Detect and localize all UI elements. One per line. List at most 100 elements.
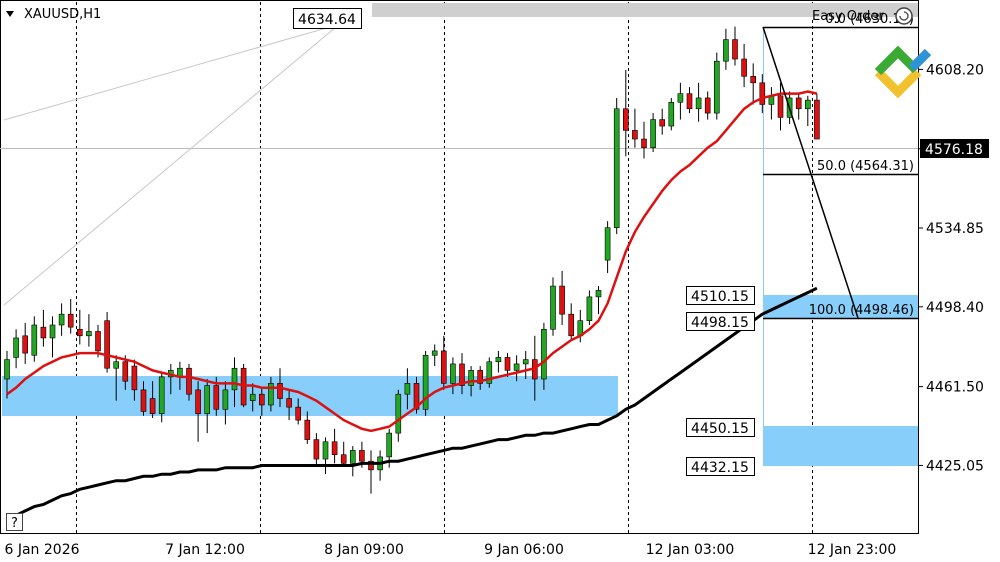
candle-body: [422, 354, 429, 410]
y-tick-label: 4425.05: [926, 458, 984, 474]
candle: [541, 322, 547, 390]
candle-body: [213, 385, 220, 410]
candle: [22, 322, 29, 364]
candle: [732, 26, 738, 66]
candle-body: [140, 389, 147, 412]
candle: [495, 350, 502, 373]
candle-body: [513, 363, 520, 371]
candle-body: [795, 97, 802, 110]
candle: [459, 353, 465, 395]
candle: [741, 43, 747, 88]
candle-body: [231, 367, 238, 391]
candle: [440, 335, 447, 390]
y-axis: 4608.204571.504534.854498.404461.504425.…: [918, 62, 984, 474]
candle: [550, 277, 556, 336]
candle-body: [641, 138, 647, 148]
candle: [104, 312, 110, 373]
candle-body: [322, 441, 329, 460]
candle: [13, 329, 19, 369]
candle: [304, 411, 311, 444]
candle-body: [541, 329, 547, 380]
x-axis: 6 Jan 2026 7 Jan 12:00 8 Jan 09:00 9 Jan 06…: [4, 542, 896, 558]
candle: [504, 353, 511, 377]
candle-body: [604, 227, 611, 261]
candle: [814, 93, 820, 140]
candle: [522, 350, 529, 380]
candle: [750, 63, 757, 105]
support-zone-left: [2, 376, 618, 416]
candle: [568, 303, 575, 341]
candle: [149, 381, 156, 418]
candle-body: [359, 450, 365, 462]
ma-slow-line: [6, 286, 818, 521]
svg-text:4432.15: 4432.15: [691, 460, 749, 476]
candle-body: [586, 296, 593, 321]
candle: [131, 359, 138, 401]
candle: [195, 381, 201, 442]
candle: [122, 355, 129, 390]
y-tick-label: 4534.85: [926, 221, 984, 237]
candle-body: [814, 99, 820, 140]
candle: [404, 368, 411, 410]
symbol-header[interactable]: XAUUSD,H1: [6, 7, 101, 22]
x-tick-label: 9 Jan 06:00: [484, 542, 564, 558]
candle: [759, 74, 766, 114]
candle-body: [149, 398, 156, 414]
svg-text:4634.64: 4634.64: [298, 12, 356, 28]
candle-body: [49, 324, 56, 339]
candle: [431, 344, 438, 367]
candle-body: [695, 97, 702, 110]
candle-body: [777, 95, 784, 118]
candle-body: [632, 130, 638, 140]
easy-order-icon[interactable]: [895, 7, 913, 25]
candle: [368, 450, 374, 494]
easy-order-label[interactable]: Easy Order: [812, 9, 884, 24]
symbol-dropdown-icon[interactable]: [6, 11, 14, 17]
candle-body: [495, 357, 502, 363]
candle: [49, 316, 56, 358]
candle: [322, 437, 329, 475]
fib-trendline: [762, 26, 859, 319]
candle-body: [313, 439, 320, 460]
trendline-faint-1: [3, 26, 331, 121]
candle-body: [650, 119, 656, 148]
help-button[interactable]: ?: [6, 513, 23, 532]
candle-body: [349, 450, 356, 464]
candle-body: [550, 285, 556, 330]
candle-body: [222, 389, 229, 410]
candle-body: [440, 350, 447, 384]
candle-body: [77, 329, 83, 337]
candle-body: [295, 406, 302, 421]
symbol-label: XAUUSD,H1: [24, 7, 101, 22]
y-tick-label: 4608.20: [926, 62, 984, 78]
candle-body: [741, 58, 747, 77]
trendline-faint-2: [3, 26, 337, 306]
candle: [486, 357, 493, 388]
svg-text:4576.18: 4576.18: [925, 142, 983, 158]
candle-body: [613, 108, 620, 228]
candle: [295, 398, 302, 425]
candle: [641, 121, 647, 159]
candle-body: [477, 370, 484, 384]
candle: [622, 69, 629, 157]
candle: [513, 355, 520, 382]
candle: [695, 82, 702, 122]
zone-box-4450: 4450.15: [686, 418, 755, 437]
brand-logo: [874, 45, 932, 99]
candle-body: [249, 393, 256, 401]
candle: [804, 95, 811, 127]
candle-body: [286, 398, 292, 408]
candle: [586, 290, 593, 325]
price-box-top: 4634.64: [293, 8, 362, 29]
candle-body: [268, 383, 274, 406]
candle: [650, 113, 656, 153]
candle: [795, 93, 802, 120]
svg-text:?: ?: [11, 516, 18, 531]
candle-body: [386, 432, 393, 458]
candle-body: [668, 101, 675, 127]
candle: [67, 299, 74, 334]
candle-body: [522, 359, 529, 365]
candle: [723, 28, 729, 70]
candle: [395, 389, 402, 442]
